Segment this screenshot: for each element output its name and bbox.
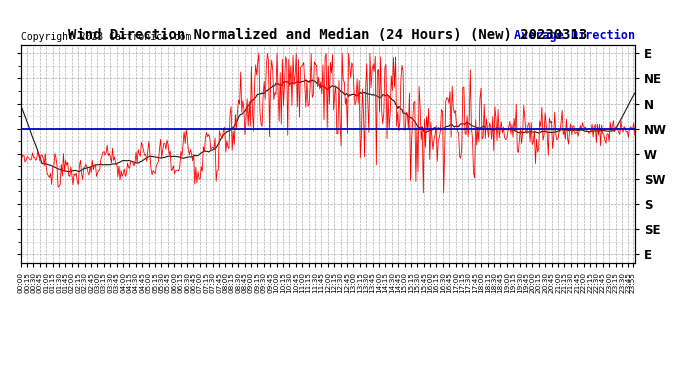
Text: Copyright 2023 Cartronics.com: Copyright 2023 Cartronics.com bbox=[21, 32, 191, 42]
Title: Wind Direction Normalized and Median (24 Hours) (New) 20230313: Wind Direction Normalized and Median (24… bbox=[68, 28, 587, 42]
Text: Average Direction: Average Direction bbox=[513, 28, 635, 42]
